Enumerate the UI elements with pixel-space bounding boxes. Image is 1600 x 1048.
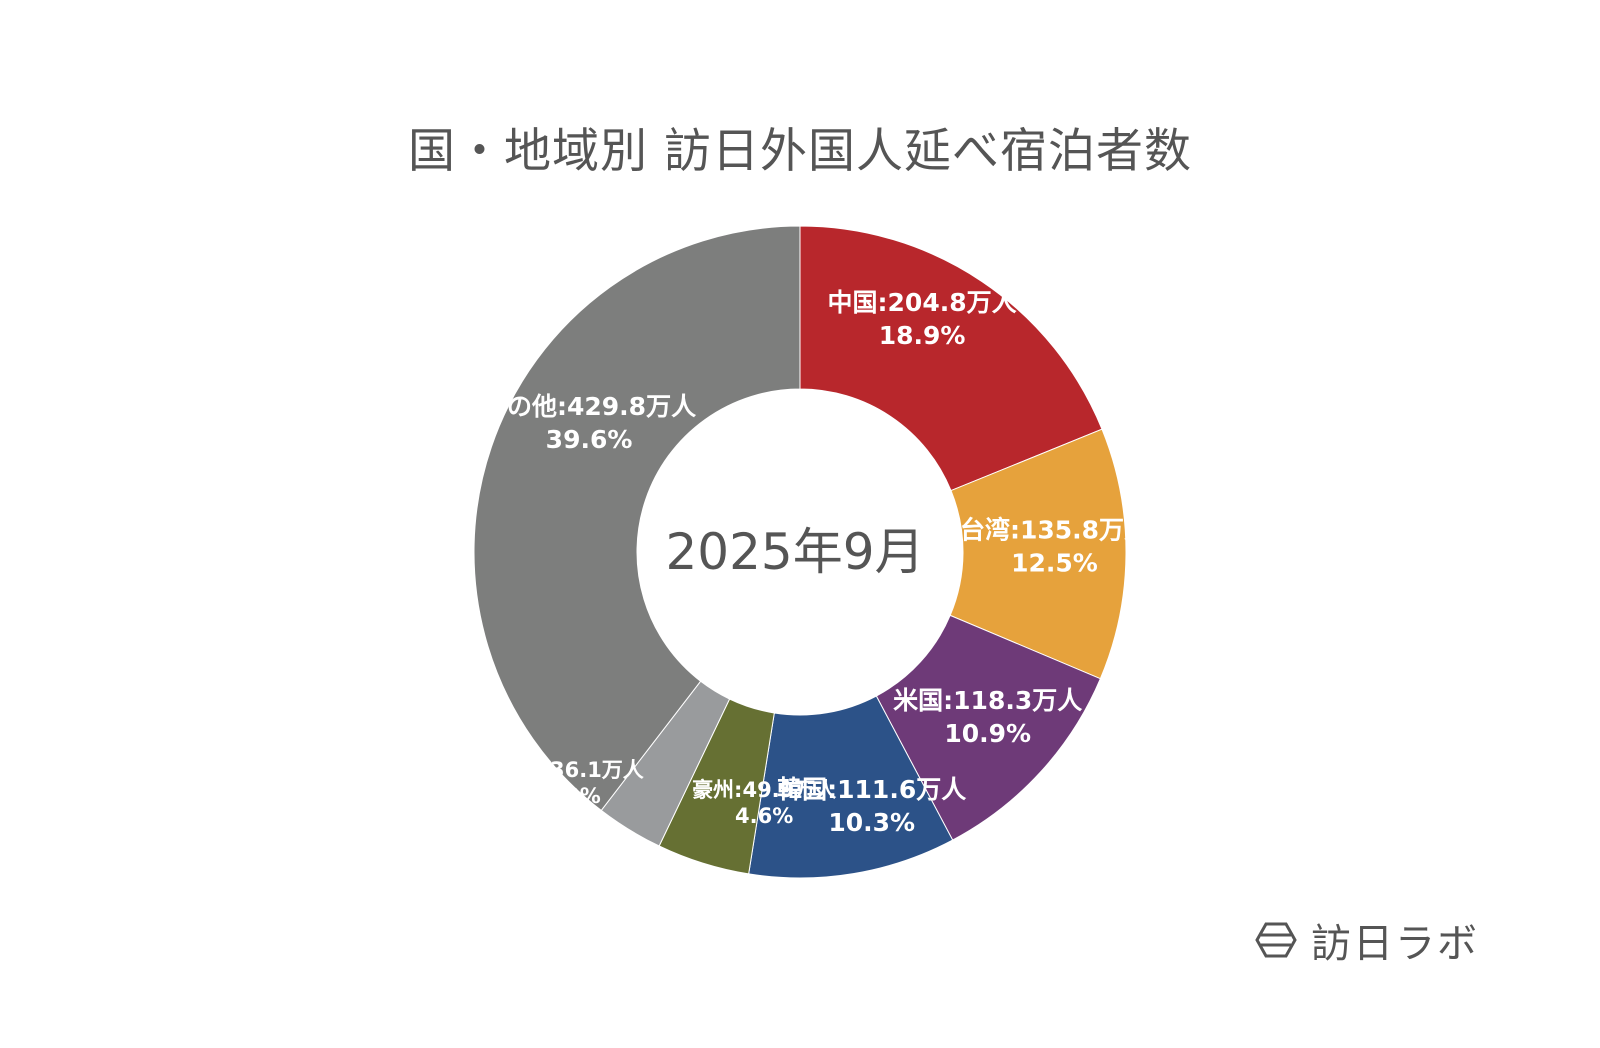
slice-percent-米国: 10.9% (944, 719, 1031, 748)
slice-percent-中国: 18.9% (879, 321, 966, 350)
hexagon-logo-icon (1255, 922, 1297, 958)
slice-percent-その他: 39.6% (546, 425, 633, 454)
slice-label-その他: その他:429.8万人 (482, 392, 696, 421)
donut-hole (637, 389, 963, 715)
slice-label-米国: 米国:118.3万人 (893, 686, 1082, 715)
slice-label-中国: 中国:204.8万人 (828, 288, 1017, 317)
slice-label-韓国: 韓国:111.6万人 (777, 775, 966, 804)
slice-label-豪州: 豪州:49.9万人 (692, 778, 836, 802)
brand-name: 訪日ラボ (1311, 921, 1479, 967)
center-label: 2025年9月 (665, 523, 924, 581)
chart-title: 国・地域別 訪日外国人延べ宿泊者数 (408, 124, 1192, 179)
donut-slices (473, 225, 1127, 879)
slice-label-台湾: 台湾:135.8万人 (960, 516, 1149, 545)
slice-percent-韓国: 10.3% (828, 808, 915, 837)
brand-logo: 訪日ラボ (1255, 915, 1479, 967)
slice-labels: 中国:204.8万人 18.9% 台湾:135.8万人 12.5% 米国:118.3万人… (482, 288, 1149, 837)
slice-percent-豪州: 4.6% (735, 804, 793, 828)
slice-label-香港: 香港:36.1万人 (500, 758, 644, 782)
slice-percent-香港: 3.3% (543, 784, 601, 808)
slice-percent-台湾: 12.5% (1011, 549, 1098, 578)
